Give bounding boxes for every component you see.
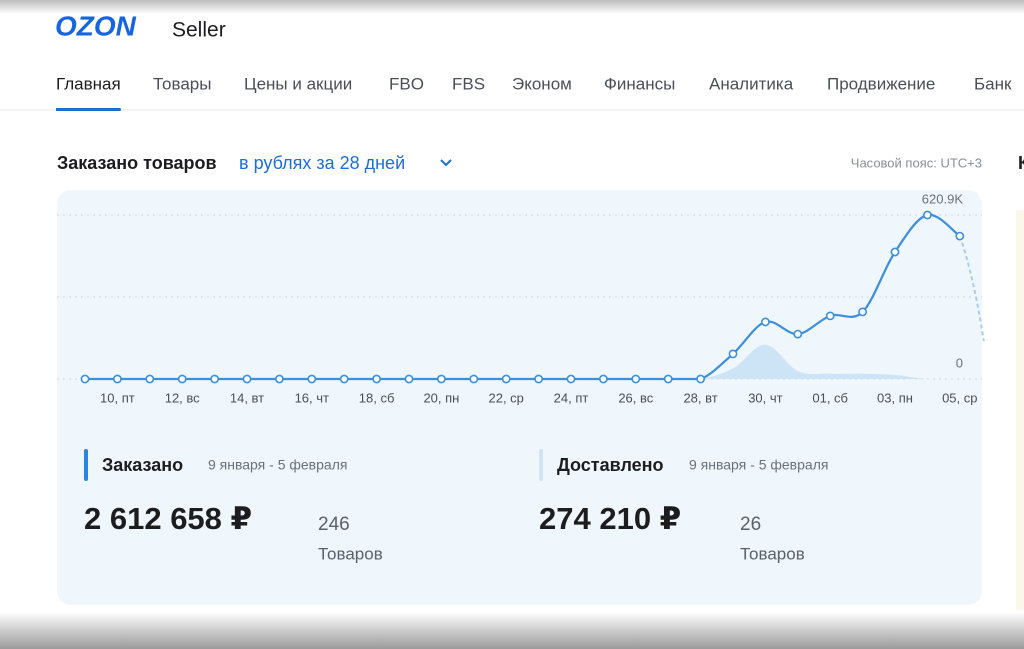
point	[955, 231, 965, 241]
summary-unit: Товаров	[740, 544, 805, 563]
x-tick-label: 28, вт	[683, 390, 717, 405]
timezone: Часовой пояс: UTC+3	[851, 155, 982, 170]
point	[177, 374, 187, 384]
x-tick-label: 22, ср	[488, 390, 523, 405]
point	[728, 349, 738, 359]
point	[761, 317, 770, 327]
x-tick-label: 14, вт	[230, 390, 264, 405]
nav-item[interactable]: Эконом	[512, 74, 572, 93]
point	[599, 374, 608, 384]
point	[825, 311, 835, 321]
point	[793, 329, 803, 339]
summary-period: 9 января - 5 февраля	[689, 457, 828, 473]
summary-title: Заказано	[102, 455, 183, 475]
point	[145, 374, 155, 384]
point	[210, 374, 219, 384]
summary-amount: 2 612 658 ₽	[84, 501, 252, 536]
point	[631, 374, 641, 384]
nav-active-underline	[56, 108, 121, 111]
y-tick-label: 620.9K	[922, 191, 964, 206]
x-tick-label: 18, сб	[359, 390, 395, 405]
point	[923, 210, 932, 220]
x-tick-label: 26, вс	[618, 390, 653, 405]
nav-item[interactable]: FBS	[452, 74, 485, 93]
summary-accent	[84, 449, 88, 481]
point	[566, 374, 576, 384]
side-title: К	[1018, 153, 1024, 173]
trend-tail	[958, 235, 985, 342]
summary-accent	[539, 449, 543, 481]
x-tick-label: 10, пт	[100, 390, 135, 405]
summary-unit: Товаров	[318, 544, 383, 563]
logo-product: Seller	[172, 19, 226, 42]
nav-item[interactable]: Главная	[56, 74, 121, 93]
point	[436, 374, 446, 384]
frame-top	[0, 0, 1024, 14]
x-tick-label: 03, пн	[877, 390, 913, 405]
nav: Главная Товары Цены и акции FBO FBS Эконом Фин…	[56, 74, 1012, 111]
summary-period: 9 января - 5 февраля	[208, 457, 347, 473]
period-filter[interactable]: в рублях за 28 дней	[239, 153, 405, 173]
section-title: Заказано товаров	[57, 153, 217, 173]
filter-chevron[interactable]	[440, 159, 452, 167]
logo[interactable]: OZON	[55, 10, 137, 41]
point	[534, 374, 543, 384]
summary-amount: 274 210 ₽	[539, 501, 681, 536]
summary-count: 26	[740, 514, 761, 535]
point	[339, 374, 349, 384]
chart-card	[57, 190, 982, 605]
x-tick-label: 12, вс	[165, 390, 200, 405]
point	[404, 374, 414, 384]
point	[113, 374, 122, 384]
point	[696, 374, 705, 384]
summary-title: Доставлено	[557, 455, 664, 475]
point	[890, 247, 900, 257]
point	[80, 374, 90, 384]
x-tick-label: 05, ср	[942, 390, 977, 405]
summary-count: 246	[318, 514, 350, 535]
nav-item[interactable]: Продвижение	[827, 74, 935, 93]
nav-item[interactable]: Финансы	[604, 74, 675, 93]
point	[307, 374, 317, 384]
x-tick-label: 01, сб	[812, 390, 848, 405]
x-tick-label: 20, пн	[423, 390, 459, 405]
side-panel	[1016, 210, 1024, 610]
summary: Заказано 9 января - 5 февраля 2 612 658 ₽ 2…	[84, 449, 828, 563]
series-area	[85, 344, 960, 379]
point	[274, 374, 284, 384]
x-tick-label: 24, пт	[554, 390, 589, 405]
nav-item[interactable]: Цены и акции	[244, 74, 352, 93]
nav-item[interactable]: Товары	[153, 74, 211, 93]
point	[242, 374, 252, 384]
x-tick-label: 30, чт	[748, 390, 782, 405]
frame-bottom	[0, 612, 1024, 649]
point	[501, 374, 511, 384]
nav-item[interactable]: FBO	[389, 74, 424, 93]
point	[469, 374, 479, 384]
x-tick-label: 16, чт	[295, 390, 329, 405]
series-line	[84, 213, 961, 381]
nav-item[interactable]: Банк	[974, 74, 1012, 93]
point	[372, 374, 381, 384]
point	[663, 374, 673, 384]
plot: 0 620.9K 10, пт 12, вс 14, вт 16, чт 18, сб 20,…	[57, 191, 985, 405]
nav-item[interactable]: Аналитика	[709, 74, 794, 93]
point	[858, 307, 867, 317]
y-tick-label: 0	[956, 355, 963, 370]
